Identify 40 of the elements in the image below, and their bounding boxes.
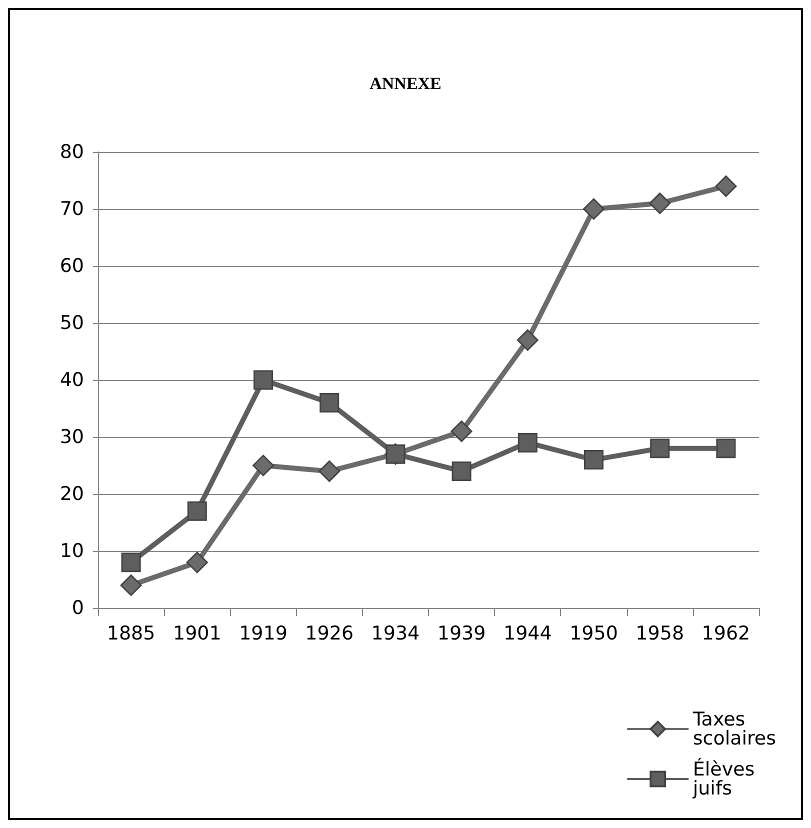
point — [318, 460, 340, 482]
point — [120, 574, 142, 596]
y-tick-label: 30 — [60, 426, 84, 448]
chart-title: ANNEXE — [370, 74, 442, 93]
x-tick-label: 1919 — [239, 622, 288, 644]
point — [452, 461, 472, 481]
x-tick-label: 1939 — [437, 622, 486, 644]
point — [583, 198, 604, 220]
legend-label: Taxes scolaires — [692, 708, 776, 750]
point — [584, 450, 604, 470]
point — [186, 552, 208, 574]
x-tick-label: 1958 — [636, 622, 684, 644]
x-tick-label: 1934 — [371, 622, 420, 644]
point — [252, 454, 274, 476]
point — [187, 501, 207, 521]
point — [715, 175, 737, 197]
y-tick-label: 20 — [60, 483, 84, 505]
x-tick-label: 1926 — [305, 622, 354, 644]
x-tick-label: 1950 — [570, 622, 618, 644]
y-tick-label: 10 — [60, 540, 84, 562]
point — [716, 438, 736, 458]
y-tick-label: 40 — [60, 369, 84, 391]
point — [650, 438, 670, 458]
x-tick-label: 1885 — [106, 622, 156, 644]
point — [518, 432, 538, 452]
y-tick-label: 70 — [60, 198, 84, 220]
legend-label: Élèves juifs — [692, 758, 761, 800]
y-tick-label: 0 — [72, 597, 84, 619]
point — [649, 192, 671, 214]
x-tick-label: 1962 — [702, 622, 750, 644]
y-tick-label: 80 — [60, 141, 84, 163]
point — [450, 420, 472, 442]
point — [121, 552, 141, 572]
x-tick-label: 1901 — [172, 622, 222, 644]
point — [320, 393, 340, 413]
y-tick-label: 50 — [60, 312, 84, 334]
x-tick-label: 1944 — [503, 622, 552, 644]
y-tick-label: 60 — [60, 255, 84, 277]
point — [516, 329, 538, 351]
point — [254, 370, 273, 390]
